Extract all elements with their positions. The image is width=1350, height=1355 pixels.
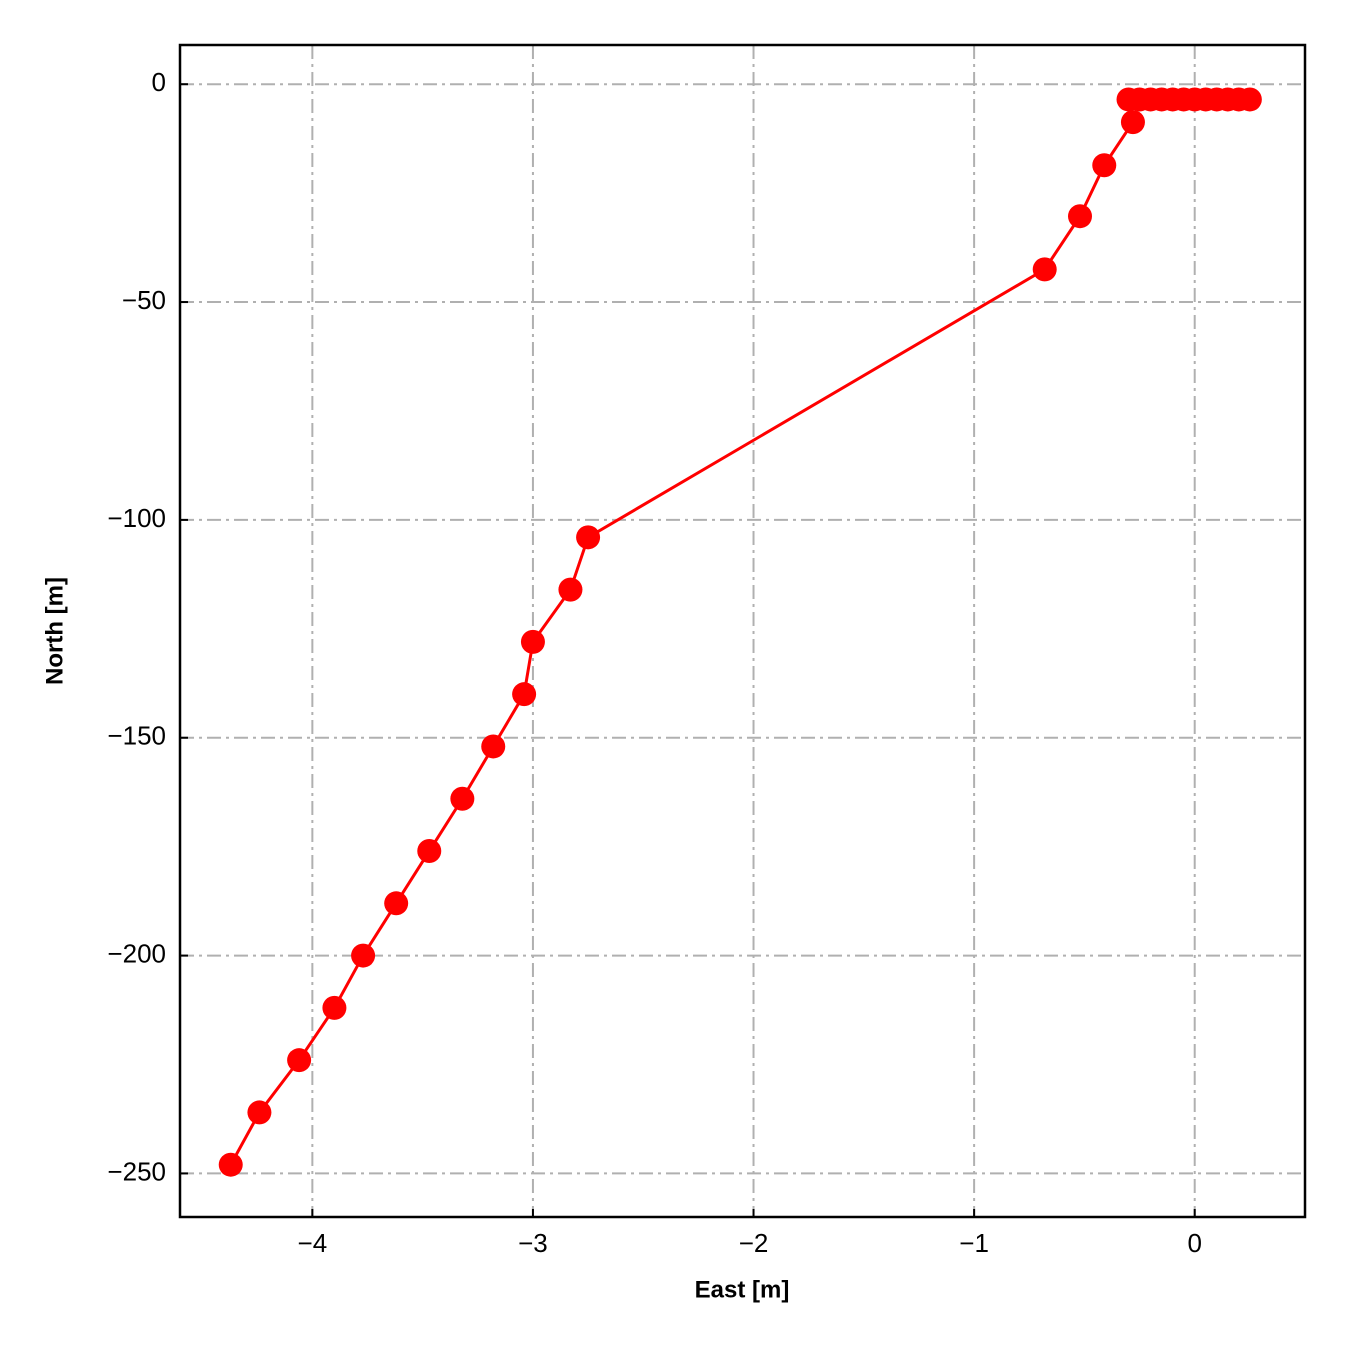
y-tick-label: −250 bbox=[107, 1156, 166, 1186]
x-tick-label: −4 bbox=[298, 1228, 328, 1258]
series-line bbox=[229, 97, 1250, 1166]
point bbox=[520, 629, 545, 654]
point bbox=[1032, 257, 1057, 282]
point bbox=[218, 1152, 243, 1177]
point bbox=[384, 891, 409, 916]
point bbox=[247, 1100, 272, 1125]
y-tick-label: −150 bbox=[107, 721, 166, 751]
y-tick-label: 0 bbox=[152, 67, 166, 97]
point bbox=[1237, 87, 1262, 112]
point bbox=[322, 995, 347, 1020]
point bbox=[576, 525, 601, 550]
x-tick-label: −2 bbox=[739, 1228, 769, 1258]
point bbox=[287, 1048, 312, 1073]
point bbox=[1092, 153, 1117, 178]
point bbox=[450, 786, 475, 811]
point bbox=[417, 839, 442, 864]
y-tick-label: −100 bbox=[107, 503, 166, 533]
x-tick-label: 0 bbox=[1187, 1228, 1201, 1258]
plot-frame bbox=[178, 43, 1307, 1219]
point bbox=[1068, 204, 1092, 229]
x-axis-label: East [m] bbox=[695, 1276, 790, 1303]
y-tick-label: −200 bbox=[107, 938, 166, 968]
point bbox=[481, 734, 506, 759]
x-tick-label: −3 bbox=[518, 1228, 548, 1258]
y-tick-label: −50 bbox=[122, 285, 166, 315]
point bbox=[1120, 110, 1145, 135]
point bbox=[351, 943, 376, 968]
point bbox=[512, 682, 537, 707]
y-axis-label: North [m] bbox=[41, 577, 68, 685]
point bbox=[558, 577, 583, 602]
x-tick-label: −1 bbox=[959, 1228, 989, 1258]
